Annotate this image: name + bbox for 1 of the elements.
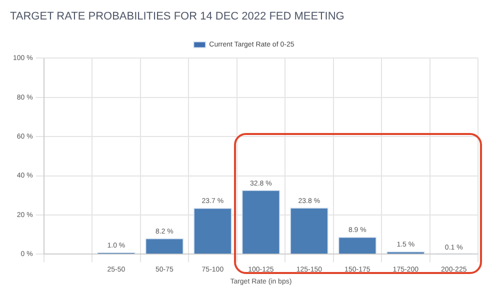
chart-title: TARGET RATE PROBABILITIES FOR 14 DEC 2022 FED MEETING	[10, 10, 344, 23]
